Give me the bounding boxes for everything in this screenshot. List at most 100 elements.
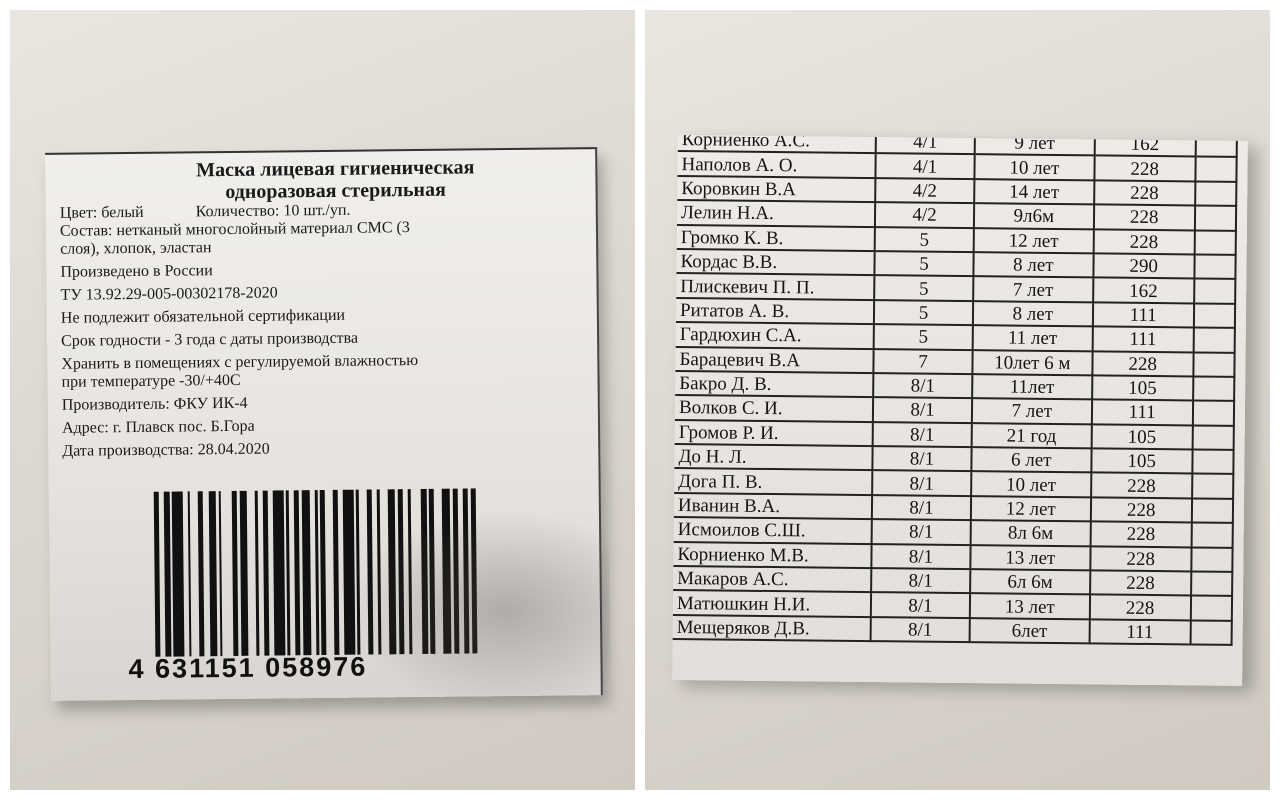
table-cell: 4/1 bbox=[875, 135, 975, 155]
table-cell: 12 лет bbox=[970, 495, 1091, 522]
people-table: Корниенко А.С. 4/1 9 лет 162 Наполов А. О. 4/… bbox=[672, 135, 1238, 646]
table-cell: Исмоилов С.Ш. bbox=[673, 517, 872, 544]
table-cell: 21 год bbox=[971, 422, 1092, 449]
table-cell-empty bbox=[1194, 254, 1236, 280]
table-cell: 6л 6м bbox=[970, 569, 1090, 595]
table-cell: Громко К. В. bbox=[676, 224, 875, 252]
table-cell: Наполов А. О. bbox=[677, 151, 876, 178]
left-photo: Маска лицевая гигиеническая одноразовая … bbox=[10, 10, 635, 790]
table-cell: Ритатов А. В. bbox=[675, 297, 875, 325]
table-cell: 111 bbox=[1092, 326, 1194, 352]
table-cell: 8 лет bbox=[973, 252, 1094, 278]
production-date-text: Дата производства: 28.04.2020 bbox=[62, 440, 270, 460]
table-cell: 105 bbox=[1091, 424, 1193, 450]
table-cell: 13 лет bbox=[970, 544, 1091, 571]
table-cell: 14 лет bbox=[974, 178, 1095, 205]
table-cell-empty bbox=[1192, 400, 1235, 426]
table-cell: 8/1 bbox=[870, 592, 971, 618]
table-cell: 6 лет bbox=[971, 447, 1092, 473]
table-cell-empty bbox=[1195, 156, 1237, 182]
table-cell: 8/1 bbox=[870, 616, 970, 643]
table-cell-empty bbox=[1193, 327, 1235, 353]
table-cell: 12 лет bbox=[973, 227, 1094, 254]
table-cell: 228 bbox=[1090, 472, 1193, 499]
table-cell: 228 bbox=[1090, 521, 1192, 548]
table-cell: Матюшкин Н.И. bbox=[672, 590, 872, 617]
table-cell: 105 bbox=[1091, 375, 1194, 401]
table-cell: 8/1 bbox=[872, 446, 972, 472]
color-text: Цвет: белый bbox=[59, 203, 144, 222]
table-cell-empty bbox=[1194, 181, 1237, 207]
table-cell-empty bbox=[1193, 303, 1236, 328]
table-cell: Макаров А.С. bbox=[673, 566, 872, 593]
table-cell: 8/1 bbox=[871, 519, 971, 545]
table-cell: 111 bbox=[1091, 399, 1193, 426]
table-cell: 9 лет bbox=[974, 135, 1095, 156]
table-cell: 228 bbox=[1090, 497, 1192, 523]
table-cell: Кордас В.В. bbox=[676, 248, 875, 276]
table-cell-empty bbox=[1191, 547, 1233, 572]
table-cell: 8/1 bbox=[871, 494, 972, 521]
table-cell: 7 bbox=[873, 348, 973, 375]
table-cell: 8л 6м bbox=[970, 520, 1091, 547]
table-cell: 228 bbox=[1092, 350, 1194, 377]
table-cell: 7 лет bbox=[971, 398, 1092, 425]
shelf-life-text: Срок годности - 3 года с даты производст… bbox=[61, 329, 359, 350]
table-cell: 4/2 bbox=[875, 177, 975, 204]
address-text: Адрес: г. Плавск пос. Б.Гора bbox=[61, 417, 255, 437]
table-cell: Дога П. В. bbox=[674, 468, 873, 495]
table-cell: 111 bbox=[1089, 619, 1191, 645]
table-cell-empty bbox=[1194, 205, 1237, 231]
table-cell: Коровкин В.А bbox=[677, 175, 876, 203]
table-cell: 8/1 bbox=[873, 372, 973, 399]
table-cell: 8/1 bbox=[872, 421, 972, 448]
table-cell: Бакро Д. В. bbox=[675, 370, 874, 398]
table-row: Мещеряков Д.В. 8/1 6лет 111 bbox=[672, 614, 1232, 646]
manufacturer-text: Производитель: ФКУ ИК-4 bbox=[61, 394, 248, 414]
table-cell: 228 bbox=[1089, 570, 1192, 596]
table-cell-empty bbox=[1192, 376, 1235, 402]
table-cell-empty bbox=[1192, 425, 1234, 450]
table-cell: 8/1 bbox=[871, 543, 971, 570]
table-cell-empty bbox=[1190, 571, 1233, 597]
table-cell: 10лет 6 м bbox=[972, 349, 1093, 376]
table-cell: 5 bbox=[873, 299, 974, 326]
table-cell-empty bbox=[1193, 278, 1236, 304]
table-cell-empty bbox=[1195, 135, 1237, 158]
table-cell: Громов Р. И. bbox=[674, 419, 873, 447]
table-cell: 10 лет bbox=[974, 154, 1095, 181]
table-cell: 5 bbox=[873, 324, 973, 350]
table-cell: 8/1 bbox=[871, 568, 971, 594]
table-cell: 105 bbox=[1090, 448, 1193, 474]
table-cell: 8/1 bbox=[872, 470, 972, 496]
table-cell-empty bbox=[1194, 230, 1236, 255]
table-cell: 162 bbox=[1094, 135, 1196, 157]
certification-text: Не подлежит обязательной сертификации bbox=[60, 306, 346, 327]
table-cell: 228 bbox=[1093, 204, 1195, 231]
table-cell: Иванин В.А. bbox=[673, 492, 873, 520]
table-cell-empty bbox=[1190, 595, 1233, 621]
table-cell: 9л6м bbox=[973, 203, 1094, 229]
list-sheet: Корниенко А.С. 4/1 9 лет 162 Наполов А. О. 4/… bbox=[672, 135, 1248, 686]
origin-text: Произведено в России bbox=[60, 262, 213, 281]
table-cell: 4/1 bbox=[875, 153, 975, 179]
shadow bbox=[348, 509, 612, 712]
table-cell: До Н. Л. bbox=[674, 444, 873, 471]
table-cell-empty bbox=[1191, 473, 1234, 499]
table-cell-empty bbox=[1191, 522, 1233, 548]
table-cell: Корниенко М.В. bbox=[673, 541, 872, 569]
table-cell: 228 bbox=[1094, 155, 1196, 182]
table-cell: Плискевич П. П. bbox=[676, 273, 875, 300]
table-cell: 290 bbox=[1093, 253, 1195, 279]
table-cell-empty bbox=[1190, 620, 1232, 646]
table-cell: 228 bbox=[1089, 594, 1191, 621]
table-cell: 228 bbox=[1093, 180, 1196, 206]
table-cell: 111 bbox=[1092, 302, 1194, 328]
table-cell-empty bbox=[1193, 351, 1235, 377]
table-cell-empty bbox=[1191, 498, 1234, 524]
right-photo: Корниенко А.С. 4/1 9 лет 162 Наполов А. О. 4/… bbox=[645, 10, 1270, 790]
table-cell: 228 bbox=[1089, 546, 1192, 572]
table-cell: 7 лет bbox=[973, 276, 1094, 303]
quantity-text: Количество: 10 шт./уп. bbox=[195, 201, 351, 221]
spec-text: ТУ 13.92.29-005-00302178-2020 bbox=[60, 284, 278, 304]
